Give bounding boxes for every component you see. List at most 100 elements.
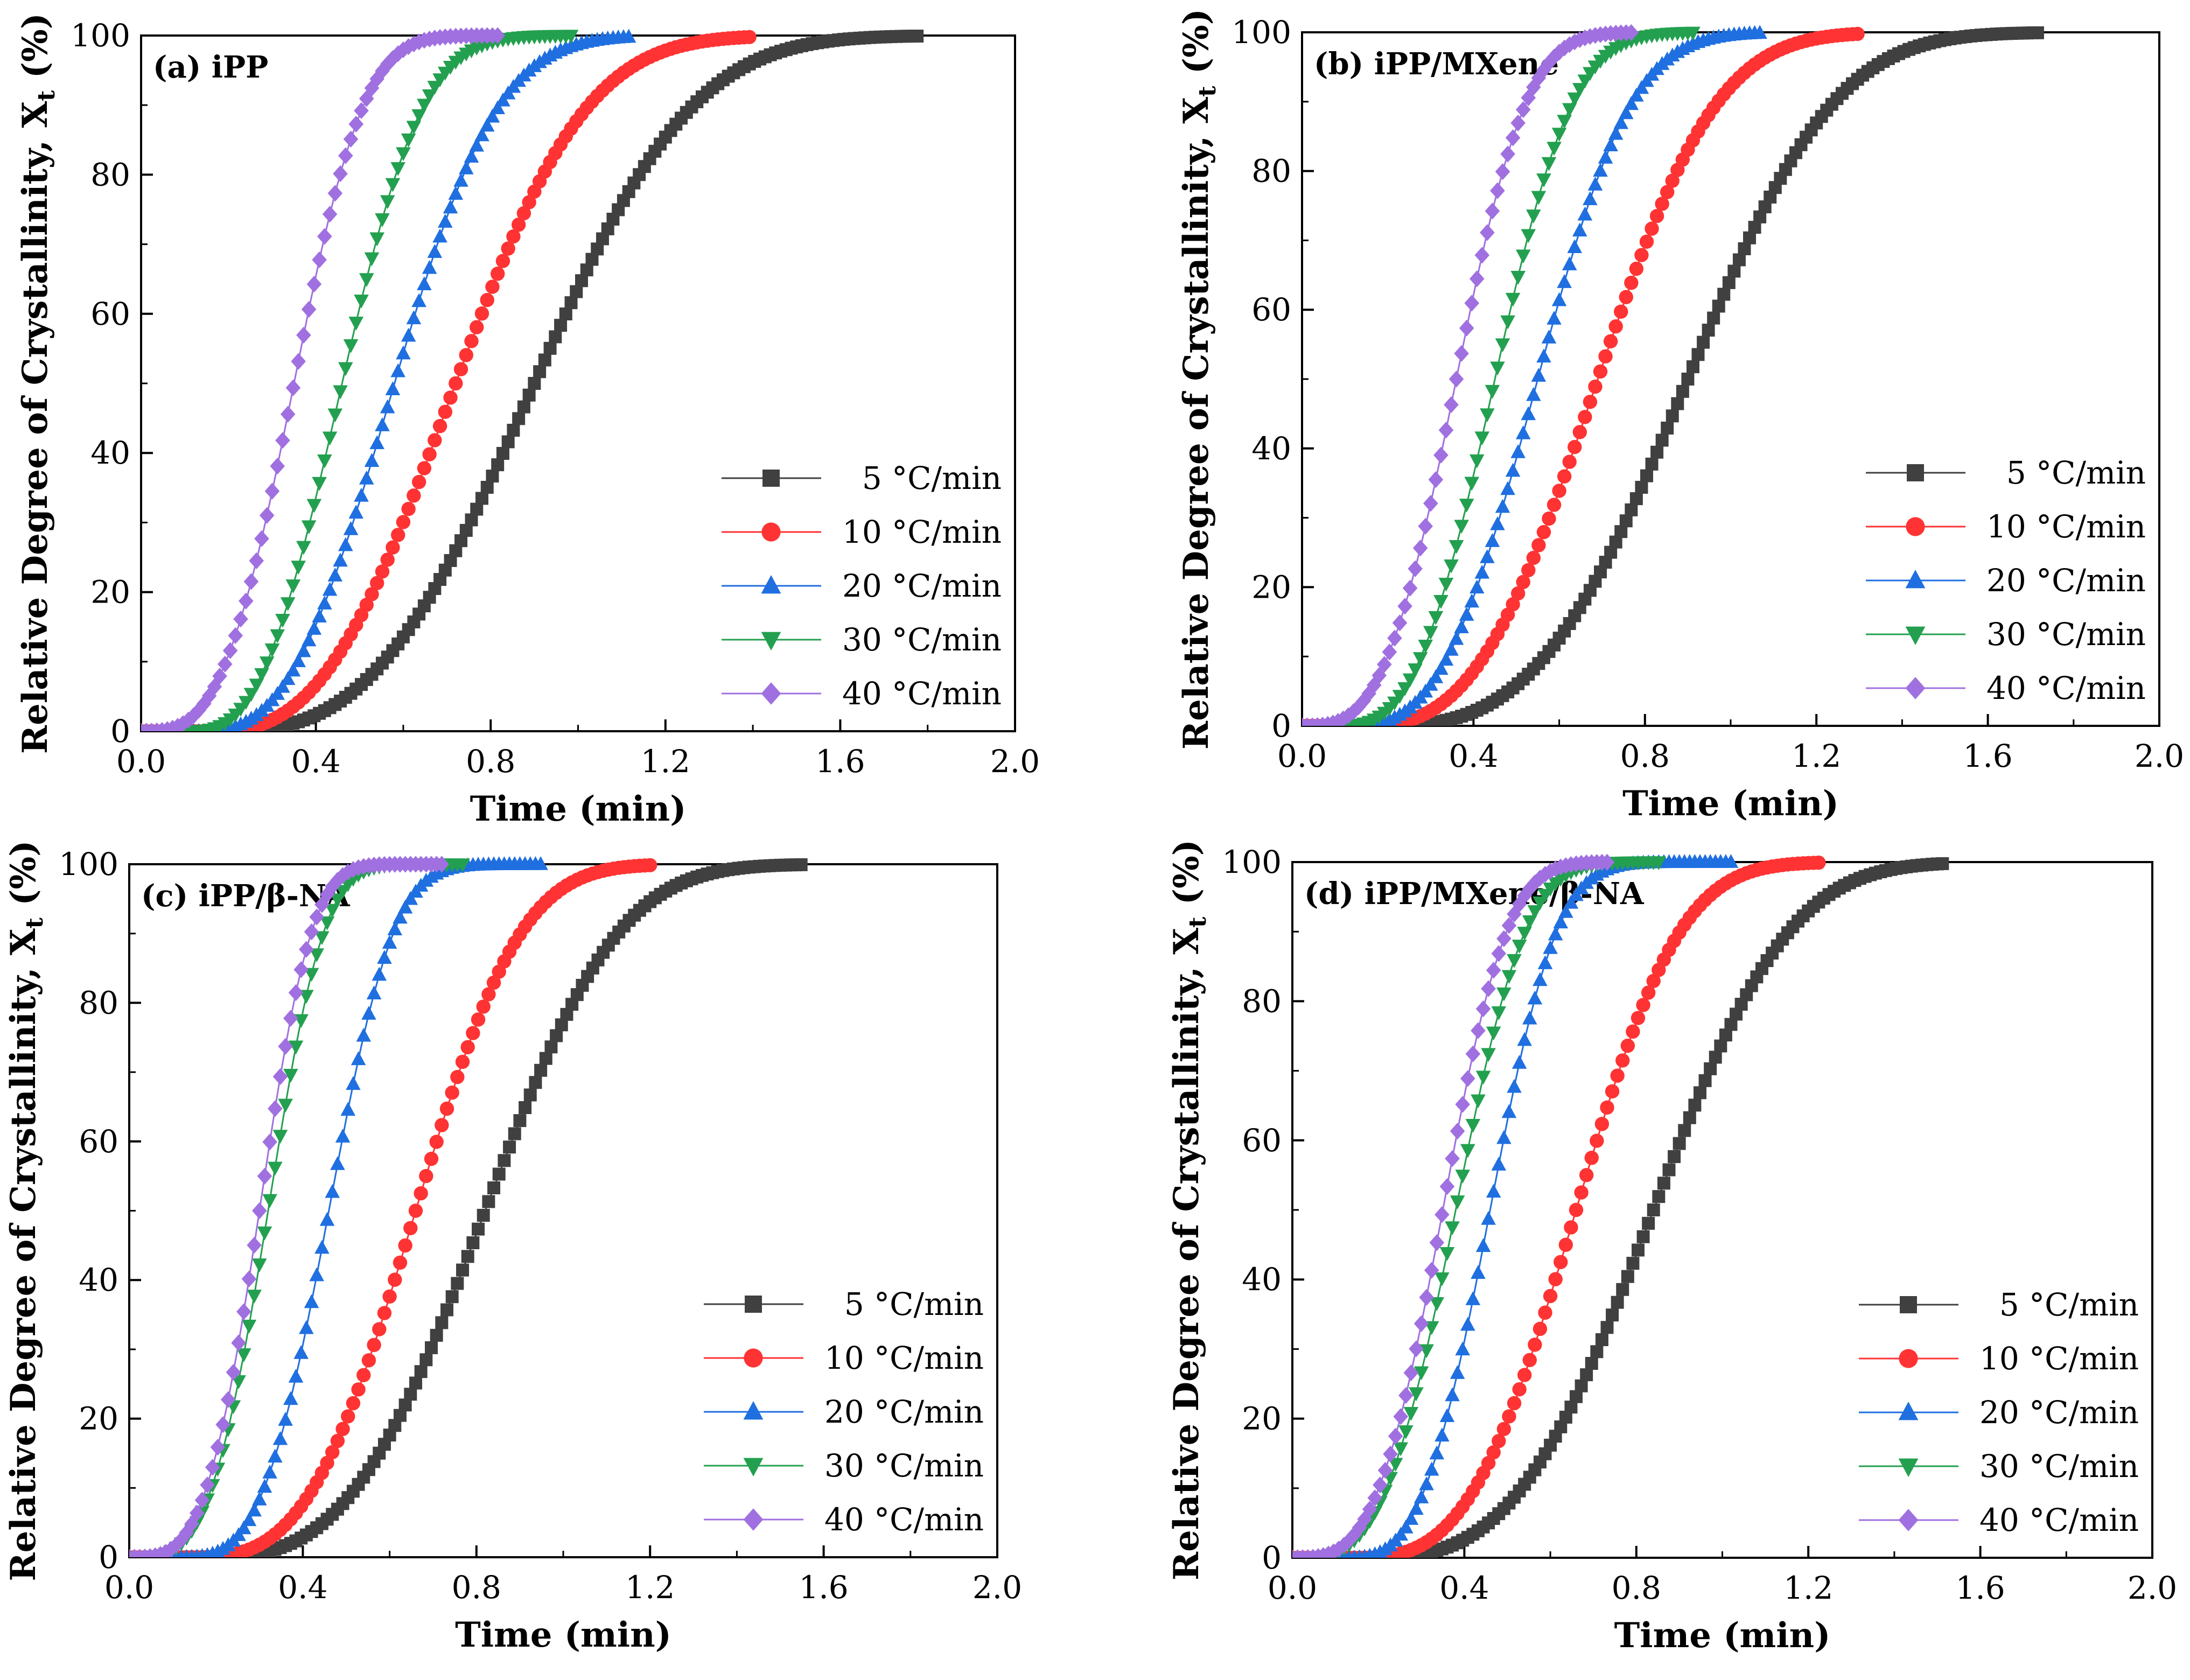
data-point — [254, 530, 269, 547]
data-point — [474, 306, 489, 321]
legend-marker — [1899, 1349, 1918, 1368]
data-point — [396, 147, 411, 162]
data-point — [1517, 927, 1532, 941]
data-point — [1409, 1387, 1424, 1402]
data-point — [1598, 150, 1613, 164]
data-point — [356, 1368, 371, 1383]
data-point — [1424, 1262, 1439, 1279]
data-point — [386, 540, 400, 555]
data-point — [327, 568, 343, 582]
data-point — [523, 1088, 537, 1102]
legend-marker — [1905, 677, 1926, 699]
data-point — [1486, 962, 1501, 979]
data-point — [241, 1270, 257, 1287]
data-point — [275, 432, 290, 449]
data-point — [322, 206, 338, 223]
data-point — [428, 433, 442, 447]
panel-label: (b) iPP/MXene — [1314, 46, 1559, 82]
legend-entry: 30 °C/min — [704, 1447, 984, 1484]
data-point — [417, 276, 432, 291]
data-point — [1388, 1458, 1403, 1472]
data-point — [1495, 338, 1510, 353]
data-point — [280, 405, 296, 423]
data-point — [306, 621, 322, 635]
data-point — [361, 1353, 376, 1368]
x-tick-label: 0.8 — [1620, 738, 1670, 774]
data-point — [1403, 1406, 1419, 1421]
data-point — [1572, 222, 1587, 237]
data-point — [1486, 1026, 1501, 1041]
panel-label: (c) iPP/β-NA — [141, 878, 351, 914]
x-tick-label: 1.2 — [1783, 1570, 1833, 1606]
data-point — [330, 1156, 345, 1170]
data-point — [1505, 463, 1521, 477]
data-point — [325, 904, 340, 918]
data-point — [1383, 1445, 1398, 1463]
y-tick-label: 80 — [90, 156, 130, 193]
data-point — [312, 251, 327, 269]
series-30Cmin — [1292, 856, 1667, 1558]
data-point — [429, 1135, 444, 1149]
data-point — [262, 1464, 277, 1479]
data-point — [1558, 904, 1573, 918]
data-point — [475, 492, 488, 505]
data-point — [317, 228, 332, 245]
data-point — [243, 573, 259, 590]
data-point — [533, 365, 547, 379]
data-point — [200, 1476, 215, 1494]
data-point — [351, 1382, 366, 1397]
data-point — [1606, 1308, 1619, 1322]
data-point — [366, 985, 382, 999]
x-tick-label: 1.6 — [799, 1569, 848, 1606]
data-point — [1595, 1333, 1608, 1346]
data-point — [262, 1194, 277, 1208]
data-point — [1393, 1408, 1409, 1425]
data-point — [364, 252, 380, 267]
legend-label: 20 °C/min — [1986, 562, 2146, 599]
legend-marker — [761, 575, 781, 594]
data-point — [1403, 1364, 1419, 1382]
data-point — [404, 1388, 417, 1401]
data-point — [233, 611, 248, 628]
data-point — [1688, 1098, 1702, 1112]
data-point — [1547, 498, 1562, 512]
data-point — [1661, 422, 1674, 435]
data-point — [1572, 425, 1587, 439]
data-point — [1408, 560, 1423, 577]
data-point — [1481, 1048, 1496, 1062]
legend-marker — [762, 470, 780, 487]
legend-marker — [1906, 517, 1925, 536]
data-point — [1521, 229, 1536, 243]
data-point — [1423, 626, 1438, 640]
data-point — [1398, 1387, 1414, 1404]
data-point — [359, 470, 374, 485]
data-point — [512, 412, 526, 425]
data-point — [1403, 1511, 1419, 1525]
data-point — [354, 487, 369, 502]
data-point — [1382, 643, 1397, 661]
data-point — [388, 1419, 402, 1432]
data-point — [470, 320, 484, 334]
data-point — [1608, 125, 1624, 140]
data-point — [440, 1303, 453, 1317]
data-point — [1753, 210, 1767, 223]
series-line — [1292, 861, 1607, 1558]
data-point — [1429, 1234, 1445, 1251]
legend-entry: 20 °C/min — [1866, 562, 2146, 599]
data-point — [1521, 406, 1536, 421]
data-point — [1507, 1079, 1522, 1093]
data-point — [1686, 360, 1699, 374]
data-point — [367, 1338, 381, 1353]
data-point — [1712, 299, 1725, 313]
data-point — [438, 214, 453, 228]
data-point — [194, 1492, 210, 1509]
data-point — [1423, 676, 1438, 691]
legend-marker — [1898, 1509, 1919, 1531]
data-point — [1629, 261, 1644, 276]
data-point — [417, 461, 432, 475]
data-point — [1460, 1070, 1475, 1087]
data-point — [1501, 970, 1517, 984]
y-tick-label: 0 — [1262, 1539, 1282, 1576]
data-point — [1590, 1345, 1604, 1359]
data-point — [1619, 290, 1633, 304]
